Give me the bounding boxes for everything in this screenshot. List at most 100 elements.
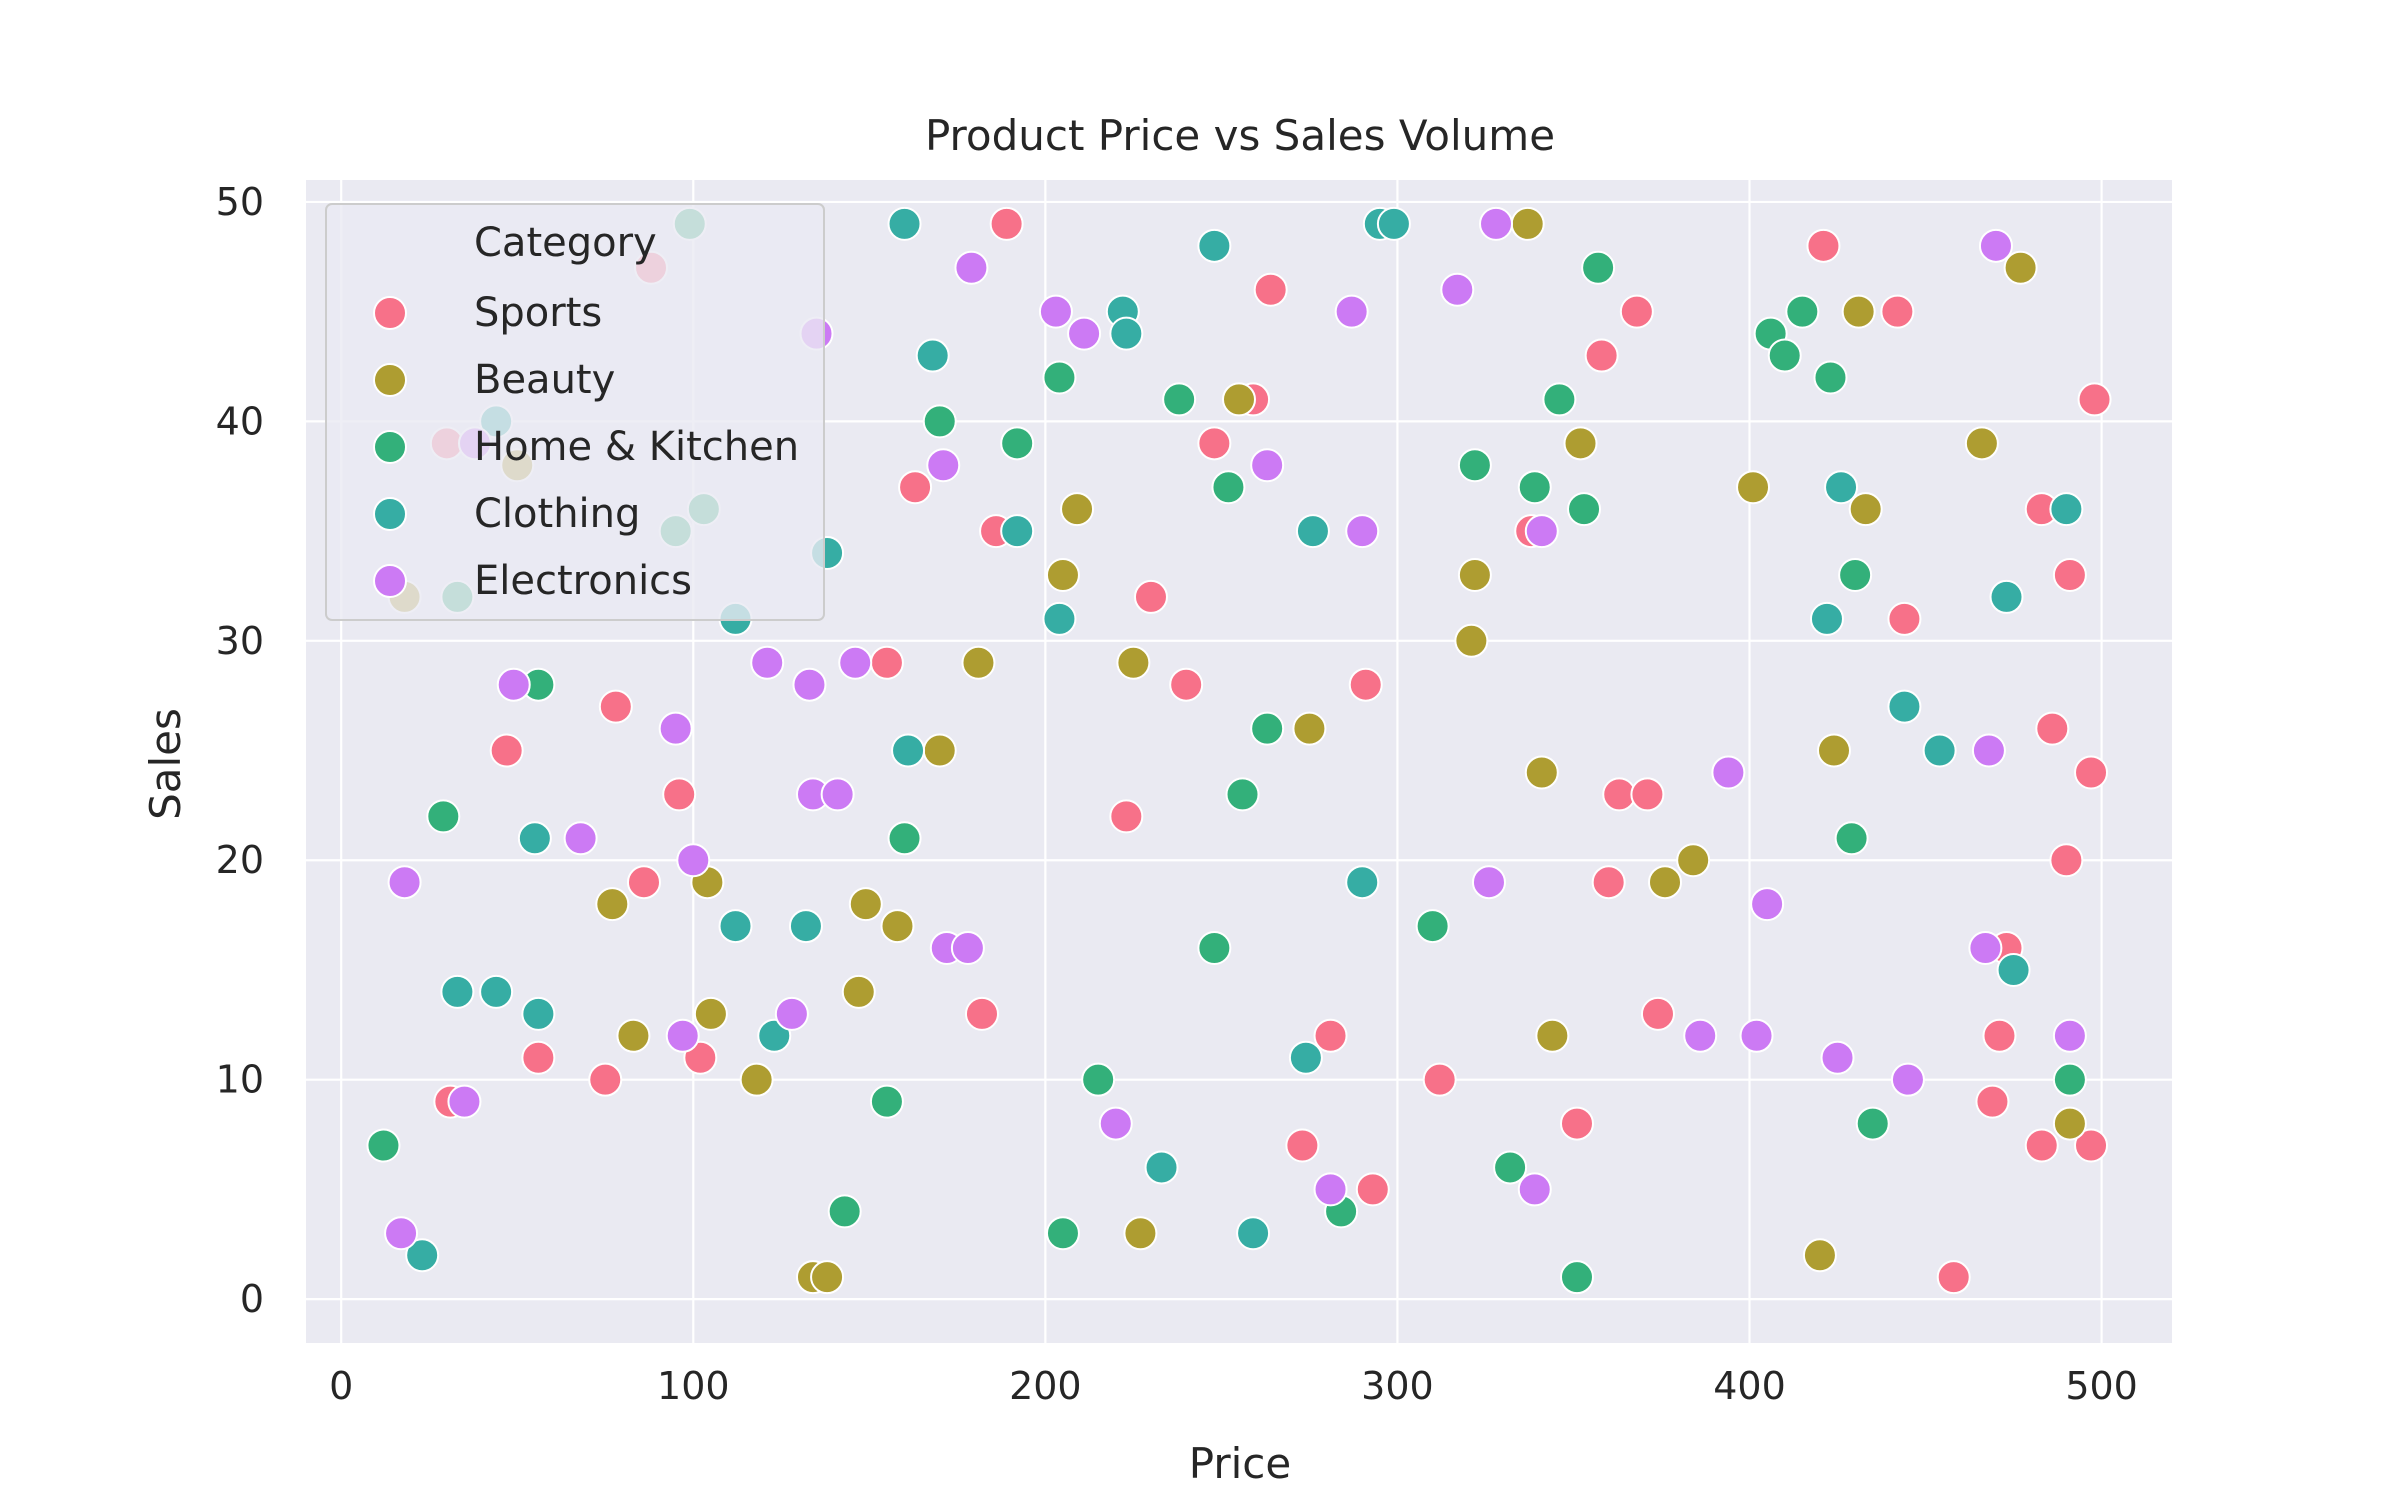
- x-tick-label: 200: [1009, 1364, 1082, 1408]
- data-point: [1517, 1172, 1552, 1207]
- data-point: [1109, 316, 1144, 351]
- x-tick-label: 0: [329, 1364, 353, 1408]
- data-point: [1838, 557, 1873, 592]
- x-tick-label: 400: [1713, 1364, 1786, 1408]
- data-point: [1584, 338, 1619, 373]
- data-point: [2074, 755, 2109, 790]
- data-point: [1510, 206, 1545, 241]
- data-point: [926, 448, 961, 483]
- data-point: [1964, 426, 1999, 461]
- data-point: [1591, 865, 1626, 900]
- data-point: [810, 1260, 845, 1295]
- data-point: [1250, 711, 1285, 746]
- data-point: [1000, 514, 1035, 549]
- data-point: [440, 974, 475, 1009]
- data-point: [1736, 470, 1771, 505]
- data-point: [1454, 623, 1489, 658]
- data-point: [880, 909, 915, 944]
- data-point: [521, 1040, 556, 1075]
- data-point: [1806, 228, 1841, 263]
- data-point: [1975, 1084, 2010, 1119]
- data-point: [1817, 733, 1852, 768]
- data-point: [1471, 865, 1506, 900]
- data-point: [1250, 448, 1285, 483]
- data-point: [964, 996, 999, 1031]
- data-point: [2052, 1018, 2087, 1053]
- x-tick-label: 300: [1361, 1364, 1434, 1408]
- data-point: [1197, 931, 1232, 966]
- data-point: [489, 733, 524, 768]
- data-point: [1211, 470, 1246, 505]
- data-point: [1968, 931, 2003, 966]
- data-point: [922, 733, 957, 768]
- y-tick-label: 40: [216, 399, 264, 443]
- data-point: [1739, 1018, 1774, 1053]
- data-point: [1841, 294, 1876, 329]
- data-point: [405, 1238, 440, 1273]
- data-point: [1345, 865, 1380, 900]
- legend-label: Electronics: [474, 558, 692, 604]
- y-tick-label: 0: [240, 1277, 264, 1321]
- legend-marker: [373, 296, 407, 330]
- x-axis-ticks: 0 100 200 300 400 500: [329, 1364, 2138, 1408]
- data-point: [1067, 316, 1102, 351]
- data-point: [2077, 382, 2112, 417]
- y-tick-label: 30: [216, 619, 264, 663]
- chart-title: Product Price vs Sales Volume: [925, 111, 1555, 160]
- data-point: [1922, 733, 1957, 768]
- data-point: [887, 206, 922, 241]
- legend-label: Home & Kitchen: [474, 424, 799, 470]
- x-axis-label: Price: [1189, 1439, 1291, 1488]
- data-point: [626, 865, 661, 900]
- data-point: [1313, 1018, 1348, 1053]
- data-point: [1542, 382, 1577, 417]
- data-point: [1524, 514, 1559, 549]
- data-point: [922, 404, 957, 439]
- data-point: [1355, 1172, 1390, 1207]
- data-point: [841, 974, 876, 1009]
- data-point: [869, 645, 904, 680]
- data-point: [1038, 294, 1073, 329]
- data-point: [1081, 1062, 1116, 1097]
- data-point: [1376, 206, 1411, 241]
- data-point: [2049, 492, 2084, 527]
- data-point: [1535, 1018, 1570, 1053]
- data-point: [1197, 228, 1232, 263]
- data-point: [2024, 1128, 2059, 1163]
- data-point: [1619, 294, 1654, 329]
- data-point: [1676, 843, 1711, 878]
- data-point: [1098, 1106, 1133, 1141]
- data-point: [2074, 1128, 2109, 1163]
- legend-title: Category: [474, 220, 657, 266]
- data-point: [1045, 1216, 1080, 1251]
- data-point: [898, 470, 933, 505]
- data-point: [1295, 514, 1330, 549]
- data-point: [1989, 579, 2024, 614]
- data-point: [1809, 601, 1844, 636]
- data-point: [954, 250, 989, 285]
- data-point: [1890, 1062, 1925, 1097]
- data-point: [387, 865, 422, 900]
- data-point: [750, 645, 785, 680]
- data-point: [1559, 1106, 1594, 1141]
- series-electronics: [384, 206, 2087, 1251]
- data-point: [1834, 821, 1869, 856]
- data-point: [1640, 996, 1675, 1031]
- data-point: [662, 777, 697, 812]
- data-point: [869, 1084, 904, 1119]
- data-point: [1133, 579, 1168, 614]
- legend-label: Sports: [474, 290, 602, 336]
- legend-marker: [373, 363, 407, 397]
- data-point: [2052, 1106, 2087, 1141]
- data-point: [521, 996, 556, 1031]
- y-tick-label: 50: [216, 180, 264, 224]
- data-point: [693, 996, 728, 1031]
- data-point: [1517, 470, 1552, 505]
- data-point: [479, 974, 514, 1009]
- data-point: [915, 338, 950, 373]
- data-point: [496, 667, 531, 702]
- data-point: [838, 645, 873, 680]
- data-point: [1045, 557, 1080, 592]
- data-point: [1813, 360, 1848, 395]
- y-tick-label: 10: [216, 1058, 264, 1102]
